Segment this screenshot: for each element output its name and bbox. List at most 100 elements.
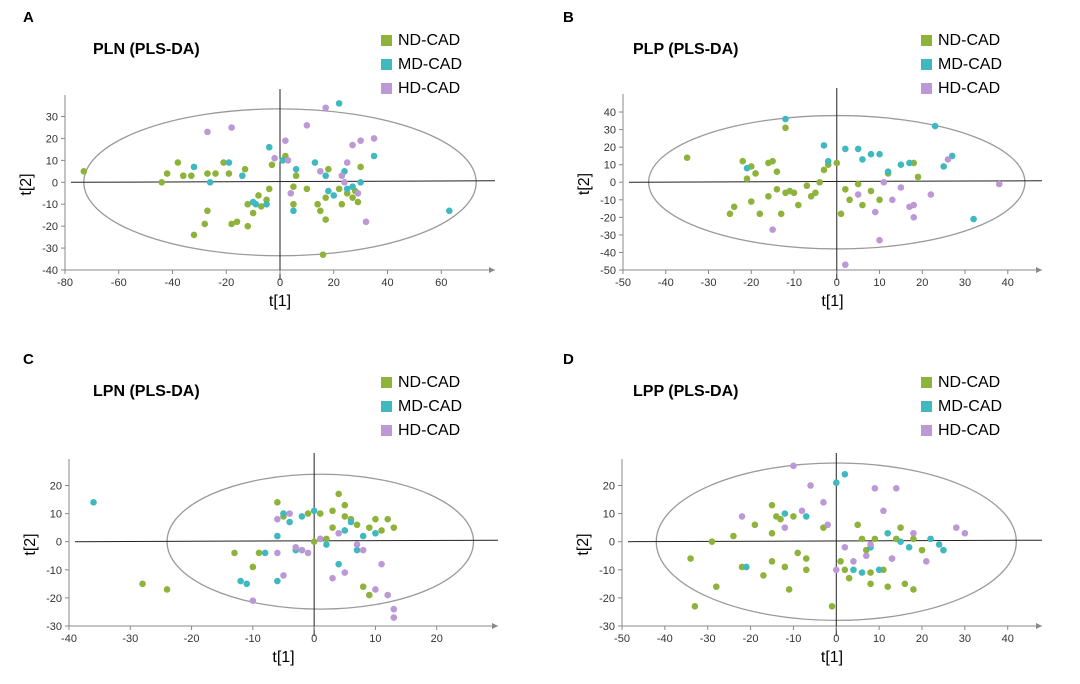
legend-label-nd-cad: ND-CAD — [938, 32, 1000, 49]
data-point-nd-cad — [756, 210, 764, 218]
data-point-nd-cad — [249, 563, 257, 571]
data-point-md-cad — [782, 115, 789, 123]
data-point-md-cad — [298, 513, 306, 520]
data-point-md-cad — [931, 122, 939, 130]
data-point-nd-cad — [225, 170, 233, 177]
data-point-md-cad — [935, 541, 943, 548]
data-point-nd-cad — [257, 203, 265, 210]
data-point-md-cad — [824, 157, 832, 165]
data-point-nd-cad — [730, 532, 737, 540]
data-point-nd-cad — [845, 574, 853, 582]
data-point-hd-cad — [871, 484, 879, 492]
data-point-hd-cad — [910, 201, 918, 209]
data-point-nd-cad — [751, 521, 759, 529]
data-point-md-cad — [292, 165, 300, 173]
y-tick-label: -10 — [42, 199, 58, 211]
data-point-nd-cad — [781, 563, 789, 571]
x-tick-label: 40 — [1002, 633, 1014, 645]
data-point-nd-cad — [691, 603, 699, 610]
data-point-nd-cad — [139, 580, 146, 588]
y-tick-label: -20 — [600, 212, 616, 224]
data-point-md-cad — [261, 549, 269, 557]
data-point-hd-cad — [292, 544, 300, 551]
x-tick-label: 10 — [369, 633, 381, 645]
data-point-hd-cad — [832, 566, 840, 574]
y-tick-label: 0 — [609, 537, 615, 549]
data-point-hd-cad — [341, 179, 348, 186]
y-tick-label: 0 — [52, 177, 58, 189]
data-point-hd-cad — [359, 546, 367, 554]
legend-swatch-md-cad — [381, 59, 392, 70]
data-point-nd-cad — [708, 538, 716, 545]
data-point-hd-cad — [910, 529, 917, 537]
data-point-md-cad — [243, 580, 251, 588]
chart-title: LPN (PLS-DA) — [93, 383, 200, 400]
data-point-nd-cad — [304, 510, 312, 517]
legend-label-nd-cad: ND-CAD — [398, 374, 460, 391]
data-point-nd-cad — [777, 515, 784, 523]
data-point-md-cad — [858, 569, 866, 576]
data-point-md-cad — [90, 499, 97, 506]
data-point-nd-cad — [274, 499, 281, 506]
data-point-hd-cad — [286, 510, 293, 517]
data-point-md-cad — [290, 207, 297, 215]
data-point-nd-cad — [854, 180, 862, 188]
data-point-hd-cad — [357, 137, 364, 144]
data-point-hd-cad — [362, 218, 370, 226]
scatter-plot-svg: B PLP (PLS-DA) ND-CAD MD-CAD HD-CAD -50 -40 -30… — [563, 9, 1043, 310]
data-point-nd-cad — [730, 203, 738, 211]
data-point-hd-cad — [338, 172, 346, 180]
data-point-nd-cad — [837, 210, 845, 218]
data-point-hd-cad — [738, 513, 746, 520]
data-point-hd-cad — [841, 544, 849, 551]
data-point-hd-cad — [335, 529, 342, 537]
legend-swatch-nd-cad — [381, 377, 392, 388]
data-point-md-cad — [446, 207, 453, 215]
data-point-hd-cad — [228, 124, 235, 131]
data-point-nd-cad — [335, 490, 342, 498]
data-point-nd-cad — [80, 168, 88, 175]
data-point-hd-cad — [349, 141, 356, 149]
x-axis-label: t[1] — [821, 649, 843, 666]
data-point-md-cad — [322, 172, 329, 180]
data-point-hd-cad — [995, 180, 1003, 188]
data-point-md-cad — [970, 215, 977, 223]
data-point-hd-cad — [842, 261, 849, 269]
data-point-md-cad — [252, 200, 260, 208]
x-tick-label: 20 — [328, 277, 340, 289]
data-point-nd-cad — [212, 170, 219, 177]
data-point-hd-cad — [769, 226, 776, 233]
data-point-hd-cad — [781, 524, 789, 531]
data-point-md-cad — [781, 510, 789, 517]
data-point-nd-cad — [319, 251, 327, 258]
data-point-nd-cad — [802, 566, 810, 574]
y-tick-label: 20 — [46, 133, 58, 145]
data-point-nd-cad — [752, 170, 759, 177]
data-point-nd-cad — [290, 200, 297, 208]
data-point-nd-cad — [897, 524, 904, 531]
data-point-nd-cad — [914, 173, 922, 181]
data-point-md-cad — [884, 168, 892, 176]
data-point-hd-cad — [880, 507, 887, 515]
data-point-hd-cad — [390, 614, 398, 621]
x-tick-label: 30 — [959, 633, 971, 645]
y-axis-label: t[2] — [576, 173, 593, 195]
zero-line-horizontal — [628, 180, 1043, 183]
data-point-md-cad — [850, 566, 857, 574]
panel-letter: B — [563, 9, 574, 26]
data-point-hd-cad — [317, 168, 324, 175]
legend-label-hd-cad: HD-CAD — [938, 80, 1000, 97]
data-point-nd-cad — [255, 549, 263, 557]
data-point-md-cad — [897, 538, 904, 545]
x-tick-label: 20 — [916, 277, 928, 289]
data-point-nd-cad — [188, 172, 195, 180]
y-tick-label: -50 — [600, 265, 616, 277]
scatter-plot-svg: A PLN (PLS-DA) ND-CAD MD-CAD HD-CAD -80 -60 -40… — [18, 9, 496, 310]
legend-label-md-cad: MD-CAD — [938, 56, 1002, 73]
legend-swatch-nd-cad — [381, 35, 392, 46]
data-point-md-cad — [905, 544, 913, 551]
y-tick-label: -40 — [42, 265, 58, 277]
data-point-nd-cad — [803, 182, 811, 190]
data-point-hd-cad — [204, 128, 211, 136]
data-point-md-cad — [330, 192, 338, 199]
